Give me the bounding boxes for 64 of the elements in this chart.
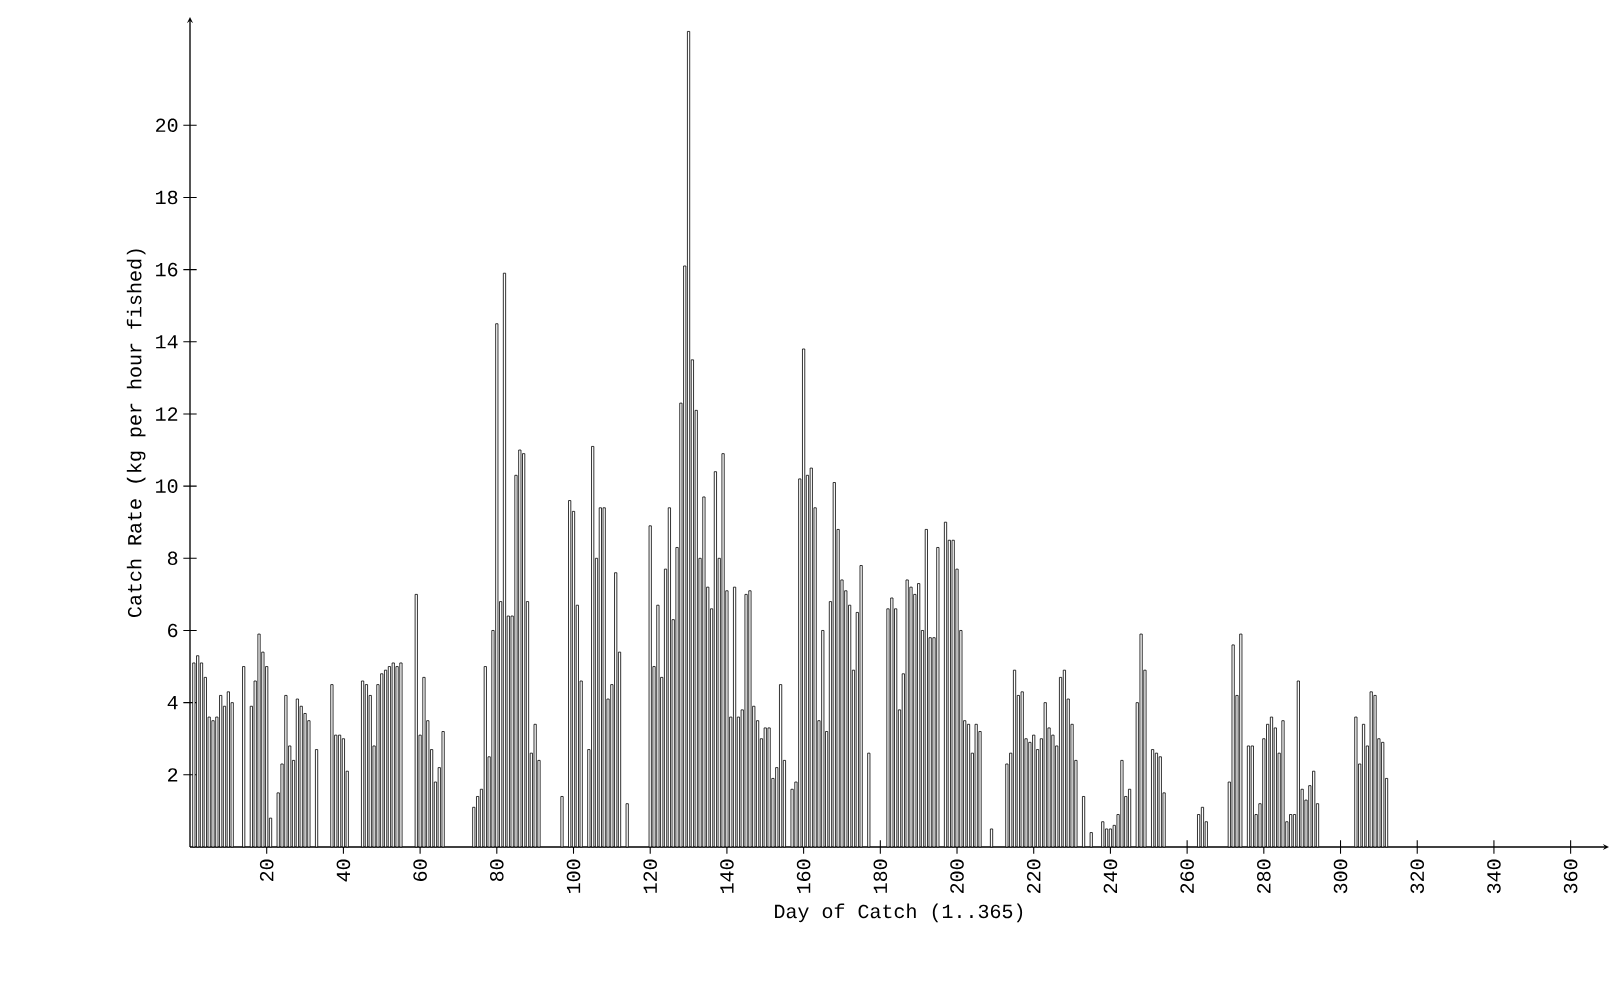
bar — [1381, 741, 1385, 848]
y-tick-label: 6 — [168, 623, 178, 638]
bar — [809, 467, 813, 848]
bar — [211, 720, 215, 848]
bar — [1373, 695, 1377, 848]
x-tick-label: 260 — [1180, 859, 1194, 893]
bar — [1281, 720, 1285, 848]
bar — [890, 597, 894, 848]
y-tick-label: 16 — [156, 262, 178, 277]
bar — [1120, 759, 1124, 848]
bar — [1043, 702, 1047, 848]
bar — [951, 539, 955, 848]
bar — [1020, 691, 1024, 848]
y-tick-label: 2 — [168, 768, 178, 782]
bar — [391, 662, 395, 848]
y-tick-label: 14 — [156, 335, 178, 349]
bar — [518, 449, 522, 848]
bar — [832, 482, 836, 848]
y-tick-label: 18 — [156, 190, 178, 205]
y-tick-label: 10 — [156, 479, 178, 493]
bar — [284, 695, 288, 848]
x-tick-label: 180 — [873, 859, 888, 893]
x-tick-label: 80 — [490, 859, 504, 882]
y-tick-label: 20 — [156, 118, 178, 133]
x-tick-label: 200 — [950, 859, 964, 893]
bar — [744, 593, 748, 848]
bar — [821, 630, 825, 848]
bar — [395, 666, 399, 848]
bar — [380, 673, 384, 848]
x-tick-label: 20 — [259, 859, 274, 881]
y-tick-label: 4 — [167, 696, 178, 710]
bar — [602, 507, 606, 848]
x-tick-label: 320 — [1410, 859, 1425, 894]
bar — [974, 723, 978, 848]
bar — [257, 633, 261, 848]
x-tick-label: 160 — [796, 859, 811, 893]
y-tick-label: 12 — [156, 407, 178, 421]
x-tick-label: 300 — [1333, 859, 1348, 894]
bar — [763, 727, 767, 848]
y-axis-title: Catch Rate (kg per hour fished) — [126, 249, 146, 617]
x-tick-label: 60 — [413, 859, 427, 881]
x-axis-title: Day of Catch (1..365) — [775, 903, 1023, 923]
bar — [767, 727, 771, 848]
x-tick-label: 40 — [336, 859, 351, 882]
bar — [748, 590, 752, 848]
y-tick-label: 8 — [167, 551, 178, 566]
bar — [533, 723, 537, 848]
bar — [422, 676, 426, 848]
bar — [1231, 644, 1235, 848]
bar — [721, 453, 725, 848]
x-tick-label: 240 — [1103, 859, 1118, 893]
x-tick-label: 340 — [1487, 859, 1501, 894]
x-tick-label: 360 — [1563, 859, 1578, 894]
bar — [1158, 756, 1162, 848]
x-tick-label: 100 — [566, 859, 581, 893]
x-tick-label: 120 — [643, 859, 657, 893]
bar — [702, 496, 706, 848]
bar — [905, 579, 909, 848]
x-tick-label: 220 — [1026, 859, 1041, 893]
x-tick-label: 280 — [1257, 859, 1271, 893]
bar — [1369, 691, 1373, 848]
bar — [1139, 633, 1143, 848]
x-tick-label: 140 — [720, 859, 734, 893]
bar — [656, 604, 660, 848]
